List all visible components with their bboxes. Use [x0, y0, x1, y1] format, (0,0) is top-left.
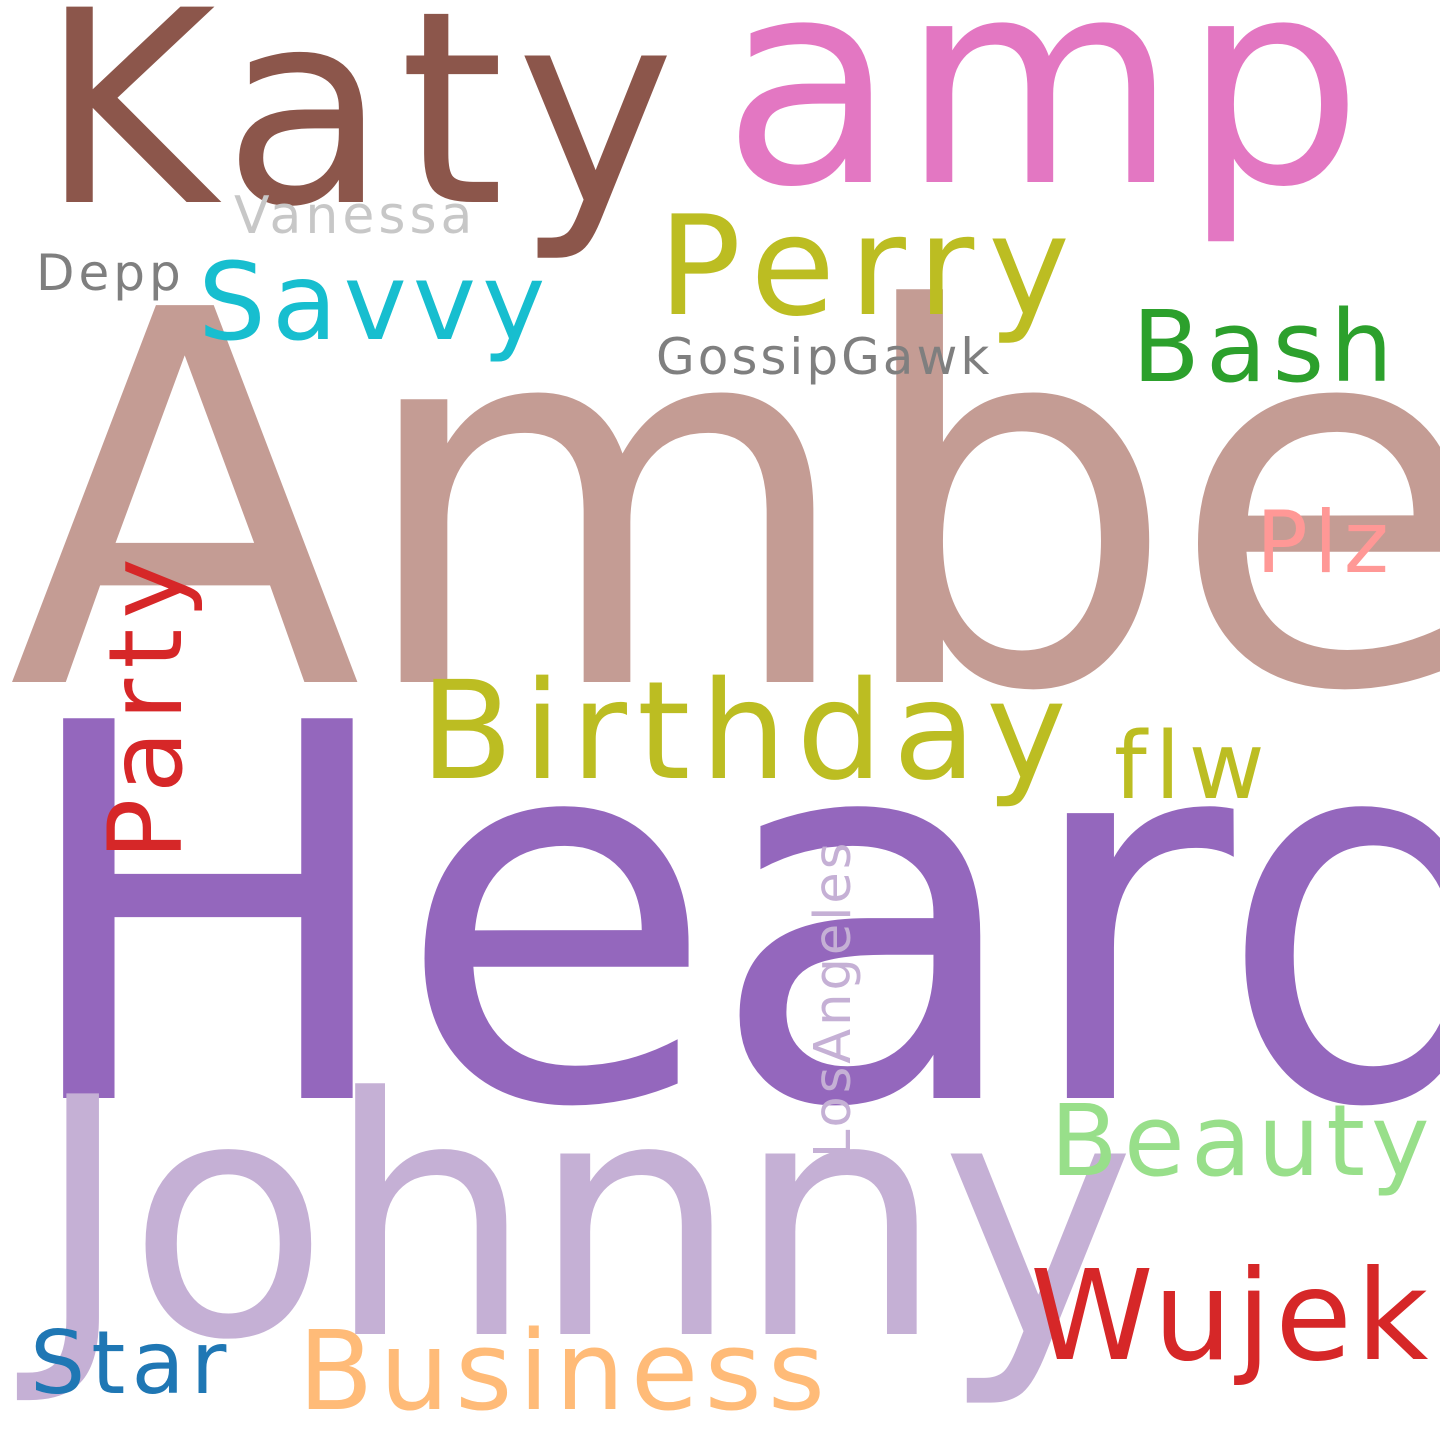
word-gossipgawk: GossipGawk	[656, 328, 993, 386]
word-amber: Amber	[8, 202, 1440, 804]
word-depp: Depp	[36, 244, 185, 302]
word-birthday: Birthday	[420, 653, 1077, 811]
word-bash: Bash	[1132, 290, 1399, 405]
word-katy: Katy	[40, 0, 687, 266]
word-beauty: Beauty	[1050, 1084, 1436, 1199]
word-heard: Heard	[12, 614, 1440, 1221]
word-business: Business	[298, 1307, 832, 1435]
word-amp: amp	[722, 0, 1368, 250]
word-star: Star	[30, 1312, 233, 1414]
word-vanessa: Vanessa	[234, 186, 477, 246]
word-wujek: Wujek	[1030, 1244, 1433, 1389]
word-johnny: Johnny	[34, 1028, 1136, 1412]
word-savvy: Savvy	[198, 241, 552, 365]
word-party: Party	[87, 548, 206, 860]
word-perry: Perry	[658, 186, 1084, 347]
word-plz: Plz	[1256, 493, 1395, 593]
word-flw: flw	[1114, 712, 1273, 820]
word-losangeles: LosAngeles	[804, 839, 863, 1158]
